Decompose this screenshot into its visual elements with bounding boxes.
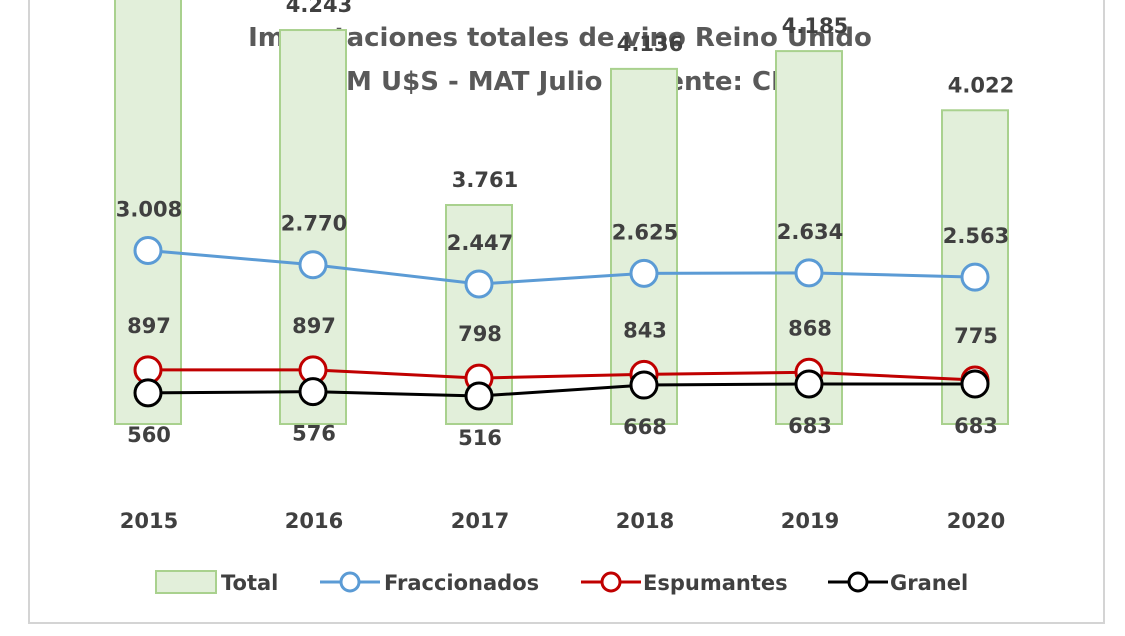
fraccionados-value-label: 2.770	[281, 212, 347, 236]
legend-label-espumantes: Espumantes	[643, 571, 788, 595]
total-value-label: 3.761	[452, 168, 518, 192]
total-value-label: 4.022	[948, 73, 1014, 97]
espumantes-value-label: 897	[127, 314, 171, 338]
espumantes-value-label: 868	[788, 316, 832, 340]
espumantes-value-label: 775	[954, 324, 998, 348]
legend: Total Fraccionados Espumantes Granel	[155, 570, 968, 595]
granel-point	[794, 369, 824, 399]
granel-point	[464, 381, 494, 411]
chart-subtitle: MM U$S - MAT Julio - Fuente: CIC	[320, 67, 800, 97]
total-bar	[114, 0, 182, 426]
x-tick-label: 2020	[947, 509, 1005, 533]
chart: Importaciones totales de vino Reino Unid…	[114, 0, 1014, 595]
x-tick-label: 2019	[781, 509, 839, 533]
chart-frame: Importaciones totales de vino Reino Unid…	[28, 0, 1105, 624]
granel-point	[298, 377, 328, 407]
x-tick-label: 2016	[285, 509, 343, 533]
total-value-label: 4.136	[617, 32, 683, 56]
total-bars	[114, 0, 1009, 426]
granel-point	[133, 378, 163, 408]
x-tick-label: 2015	[120, 509, 178, 533]
legend-marker-fraccionados	[339, 571, 361, 593]
fraccionados-value-label: 2.447	[447, 231, 513, 255]
fraccionados-value-label: 3.008	[116, 198, 182, 222]
legend-marker-granel	[847, 571, 869, 593]
fraccionados-point	[133, 236, 163, 266]
espumantes-value-label: 843	[623, 318, 667, 342]
data-labels: 4.4654.2433.7614.1364.1854.0223.0082.770…	[116, 0, 1014, 450]
total-value-label: 4.243	[286, 0, 352, 17]
x-axis-labels: 2015 2016 2017 2018 2019 2020	[120, 509, 1005, 533]
espumantes-line	[148, 368, 976, 382]
chart-title: Importaciones totales de vino Reino Unid…	[248, 23, 872, 53]
legend-label-fraccionados: Fraccionados	[384, 571, 539, 595]
fraccionados-value-label: 2.563	[943, 224, 1009, 248]
legend-swatch-total	[155, 570, 217, 594]
granel-point	[960, 369, 990, 399]
granel-value-label: 683	[954, 414, 998, 438]
fraccionados-value-label: 2.625	[612, 220, 678, 244]
fraccionados-point	[464, 269, 494, 299]
series-lines	[133, 236, 990, 411]
legend-marker-espumantes	[600, 571, 622, 593]
granel-line	[147, 382, 975, 398]
fraccionados-point	[629, 258, 659, 288]
legend-label-total: Total	[221, 571, 278, 595]
total-value-label: 4.185	[782, 14, 848, 38]
x-tick-label: 2018	[616, 509, 674, 533]
x-tick-label: 2017	[451, 509, 509, 533]
granel-value-label: 516	[458, 426, 502, 450]
fraccionados-line	[147, 249, 976, 286]
granel-value-label: 683	[788, 414, 832, 438]
fraccionados-point	[794, 258, 824, 288]
fraccionados-point	[298, 250, 328, 280]
granel-value-label: 668	[623, 415, 667, 439]
fraccionados-point	[960, 262, 990, 292]
granel-value-label: 576	[292, 422, 336, 446]
fraccionados-value-label: 2.634	[777, 220, 843, 244]
granel-value-label: 560	[127, 423, 171, 447]
granel-point	[629, 370, 659, 400]
espumantes-value-label: 798	[458, 322, 502, 346]
legend-label-granel: Granel	[890, 571, 968, 595]
espumantes-value-label: 897	[292, 314, 336, 338]
